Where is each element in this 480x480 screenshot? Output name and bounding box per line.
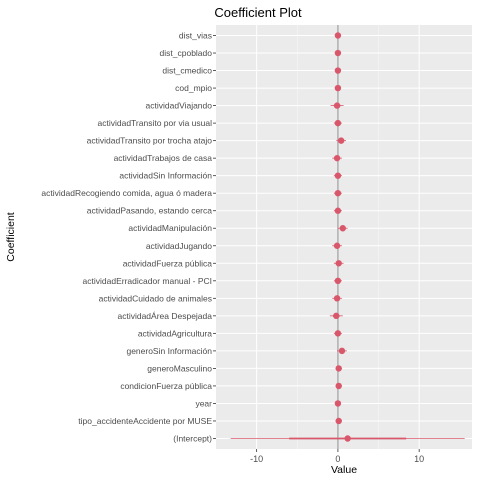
x-tick-label: -10 xyxy=(250,454,263,464)
coefficient-point xyxy=(334,277,342,285)
y-tick-label: cod_mpio xyxy=(175,83,212,93)
y-tick-label: actividadViajando xyxy=(146,101,213,111)
coefficient-point xyxy=(334,207,342,214)
coefficient-point xyxy=(338,347,346,355)
plot-panel xyxy=(216,25,472,449)
coefficient-point xyxy=(339,225,346,232)
y-tick-label: generoSin Información xyxy=(126,346,212,356)
y-tick-label: year xyxy=(195,398,212,408)
coefficient-point xyxy=(333,295,341,302)
y-tick-label: actividadSin Información xyxy=(119,171,212,181)
y-tick-label: (Intercept) xyxy=(173,433,212,443)
coefficient-point xyxy=(334,189,342,197)
y-tick-label: actividadTrabajos de casa xyxy=(114,153,213,163)
coefficient-point xyxy=(335,365,342,372)
x-tick-label: 10 xyxy=(414,454,424,464)
y-tick-label: actividadTransito por via usual xyxy=(98,118,213,128)
y-tick-label: generoMasculino xyxy=(147,363,212,373)
coefficient-point xyxy=(334,49,342,57)
coefficient-point xyxy=(333,102,341,109)
coefficient-point xyxy=(334,84,342,92)
y-tick-label: dist_cpoblado xyxy=(160,48,213,58)
y-tick-label: actividadÁrea Despejada xyxy=(117,311,212,321)
coefficient-point xyxy=(335,382,342,390)
y-tick-labels: dist_vias dist_cpoblado dist_cmedico cod_mp… xyxy=(41,31,216,443)
coefficient-point xyxy=(334,400,342,407)
y-tick-label: actividadTransito por trocha atajo xyxy=(87,136,213,146)
y-tick-label: dist_cmedico xyxy=(162,66,212,76)
y-tick-label: actividadRecogiendo comida, agua ó mader… xyxy=(41,188,212,198)
coefficient-point xyxy=(334,172,342,179)
coefficient-point xyxy=(344,435,351,442)
y-tick-label: condicionFuerza pública xyxy=(120,381,212,391)
y-tick-label: actividadFuerza pública xyxy=(123,258,213,268)
coefficient-point xyxy=(335,260,342,267)
coefficient-point xyxy=(333,312,340,320)
coefficient-point xyxy=(333,242,341,249)
y-tick-label: actividadManipulación xyxy=(128,223,212,233)
y-axis-title: Coefficient xyxy=(5,212,17,262)
x-axis-title: Value xyxy=(331,464,357,476)
coefficient-point xyxy=(333,154,341,162)
y-tick-label: actividadJugando xyxy=(146,241,212,251)
x-tick-labels: -10 0 10 xyxy=(250,449,424,464)
coefficient-point xyxy=(334,330,342,337)
y-tick-label: dist_vias xyxy=(179,31,212,41)
y-tick-label: actividadAgricultura xyxy=(138,328,212,338)
y-tick-label: actividadErradicador manual - PCI xyxy=(83,276,212,286)
coefficient-point xyxy=(334,67,342,74)
coefficient-point xyxy=(337,137,345,144)
coefficient-point xyxy=(334,32,342,39)
y-tick-label: actividadCuidado de animales xyxy=(99,293,212,303)
coefficient-point xyxy=(335,417,342,425)
chart-title: Coefficient Plot xyxy=(214,5,302,20)
y-tick-label: actividadPasando, estando cerca xyxy=(87,206,212,216)
y-tick-label: tipo_accidenteAccidente por MUSE xyxy=(78,416,212,426)
coefficient-point xyxy=(334,119,342,127)
x-tick-label: 0 xyxy=(335,454,340,464)
coefficient-marks xyxy=(230,32,465,442)
